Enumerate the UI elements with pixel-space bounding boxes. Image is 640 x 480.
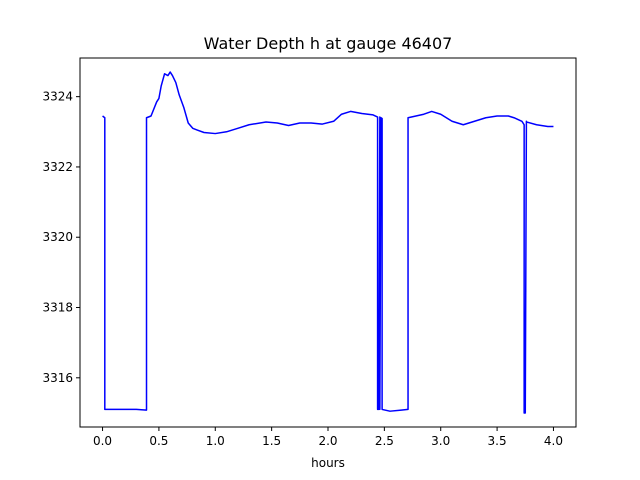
x-tick-label: 2.0 [318,434,337,448]
y-tick-label: 3318 [42,301,73,315]
chart-title: Water Depth h at gauge 46407 [204,34,453,53]
x-tick-label: 4.0 [544,434,563,448]
y-tick-label: 3316 [42,371,73,385]
series-line [102,71,554,414]
x-tick-label: 0.0 [93,434,112,448]
x-tick-label: 3.0 [431,434,450,448]
y-tick-label: 3320 [42,230,73,244]
x-tick-label: 0.5 [149,434,168,448]
x-tick-label: 1.0 [206,434,225,448]
x-axis-label: hours [311,456,345,470]
x-axis: 0.0 0.5 1.0 1.5 2.0 2.5 3.0 3.5 4.0 [93,427,563,448]
y-tick-label: 3322 [42,160,73,174]
y-tick-label: 3324 [42,90,73,104]
x-tick-label: 2.5 [375,434,394,448]
x-tick-label: 1.5 [262,434,281,448]
y-axis: 3316 3318 3320 3322 3324 [42,90,80,385]
x-tick-label: 3.5 [488,434,507,448]
